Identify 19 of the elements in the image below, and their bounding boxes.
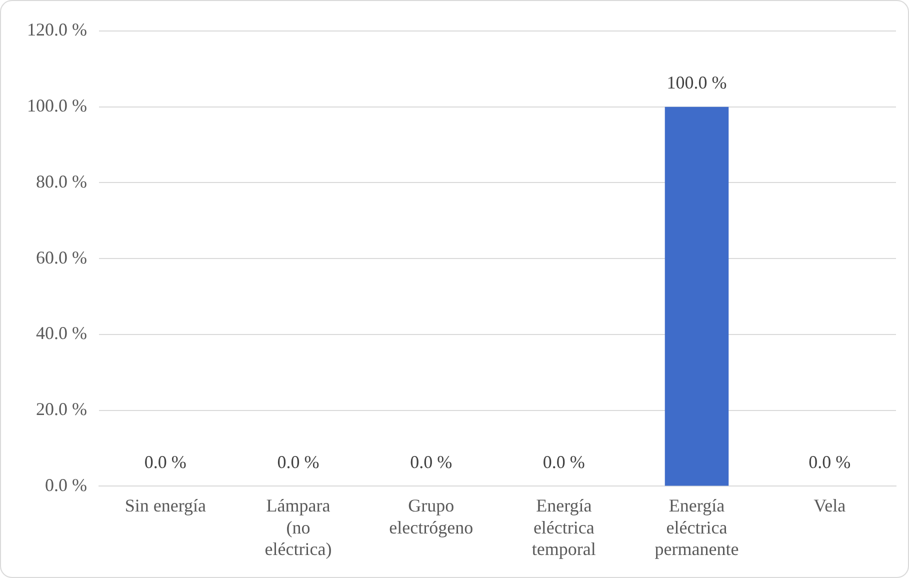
x-tick-label: Grupo electrógeno bbox=[389, 496, 474, 538]
data-label: 0.0 % bbox=[808, 452, 851, 472]
x-tick-label: Energía eléctrica temporal bbox=[532, 496, 596, 559]
data-label: 0.0 % bbox=[542, 452, 585, 472]
data-label: 100.0 % bbox=[666, 72, 727, 93]
x-tick-label: Energía eléctrica permanente bbox=[654, 496, 739, 559]
y-tick-label: 20.0 % bbox=[36, 399, 87, 420]
data-label: 0.0 % bbox=[277, 452, 320, 472]
y-tick-label: 40.0 % bbox=[36, 323, 87, 344]
y-tick-label: 100.0 % bbox=[26, 96, 87, 116]
y-tick-label: 0.0 % bbox=[44, 474, 87, 495]
x-tick-label: Lámpara (no eléctrica) bbox=[264, 496, 332, 559]
y-tick-label: 120.0 % bbox=[26, 20, 87, 40]
data-label: 0.0 % bbox=[144, 452, 186, 472]
y-tick-label: 60.0 % bbox=[36, 247, 87, 268]
y-tick-label: 80.0 % bbox=[36, 171, 87, 192]
x-tick-label: Vela bbox=[814, 496, 846, 516]
x-tick-label: Sin energía bbox=[124, 496, 206, 516]
data-label: 0.0 % bbox=[410, 452, 452, 472]
